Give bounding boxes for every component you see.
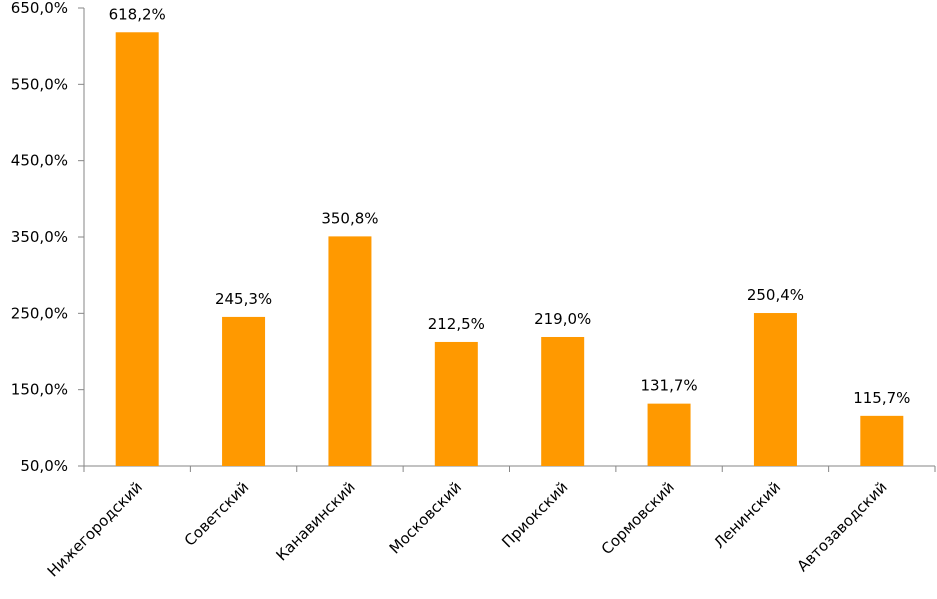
data-label: 212,5% [428,315,485,333]
y-tick-label: 50,0% [20,457,68,475]
data-label: 131,7% [640,377,697,395]
category-label: Сормовский [598,478,678,558]
bar [328,236,372,466]
x-axis [83,465,936,472]
bar [541,336,585,466]
category-label: Ленинский [710,478,784,552]
bar [222,316,266,466]
bar [115,32,159,467]
bar [753,313,797,466]
data-label: 115,7% [853,389,910,407]
y-tick-label: 250,0% [11,304,68,322]
y-tick-label: 450,0% [11,152,68,170]
category-labels: Нижегородский Советский Канавинский Московс… [44,478,891,580]
bar [434,341,478,466]
y-axis: 50,0% 150,0% 250,0% 350,0% 450,0% 550,0% 650,0… [11,0,85,475]
data-label: 219,0% [534,310,591,328]
category-label: Приокский [498,478,571,551]
category-label: Нижегородский [44,478,146,580]
data-labels: 618,2% 245,3% 350,8% 212,5% 219,0% 131,7% 250,… [109,5,911,407]
category-label: Канавинский [272,478,358,564]
y-tick-label: 350,0% [11,228,68,246]
category-label: Автозаводский [793,478,890,575]
bar [647,403,691,466]
category-label: Московский [386,478,465,557]
bar [860,415,904,466]
y-tick-label: 650,0% [11,0,68,17]
data-label: 350,8% [321,209,378,227]
data-label: 618,2% [109,5,166,23]
y-tick-label: 150,0% [11,381,68,399]
data-label: 245,3% [215,290,272,308]
y-tick-label: 550,0% [11,75,68,93]
bars [115,32,904,467]
category-label: Советский [181,478,253,550]
data-label: 250,4% [747,286,804,304]
